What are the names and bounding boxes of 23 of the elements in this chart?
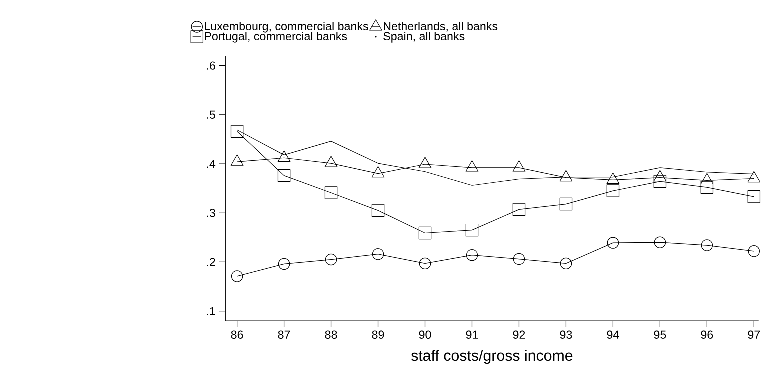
legend-label: Netherlands, all banks [384, 22, 498, 32]
x-tick-label: 89 [372, 330, 384, 339]
x-tick-label: 90 [419, 330, 432, 339]
x-tick-label: 87 [278, 330, 290, 339]
legend-label: Portugal, commercial banks [205, 32, 348, 43]
x-tick-label: 96 [701, 330, 714, 339]
x-tick-label: 86 [231, 330, 244, 339]
x-tick-label: 95 [654, 330, 666, 339]
x-tick-label: 91 [466, 330, 478, 339]
x-axis-title: staff costs/gross income [412, 350, 573, 364]
y-tick-label: .4 [207, 160, 216, 168]
x-tick-label: 97 [748, 330, 760, 339]
y-tick-label: .3 [207, 208, 216, 218]
legend-label: Luxembourg, commercial banks [205, 22, 368, 33]
legend-label: Spain, all banks [384, 32, 465, 43]
x-tick-label: 88 [325, 330, 338, 339]
y-tick-label: .2 [207, 258, 216, 266]
y-tick-label: .1 [207, 307, 216, 316]
x-tick-label: 92 [513, 330, 526, 339]
x-tick-label: 93 [560, 330, 572, 339]
y-tick-label: .5 [207, 110, 216, 119]
y-tick-label: .6 [207, 61, 216, 70]
x-tick-label: 94 [607, 330, 620, 339]
